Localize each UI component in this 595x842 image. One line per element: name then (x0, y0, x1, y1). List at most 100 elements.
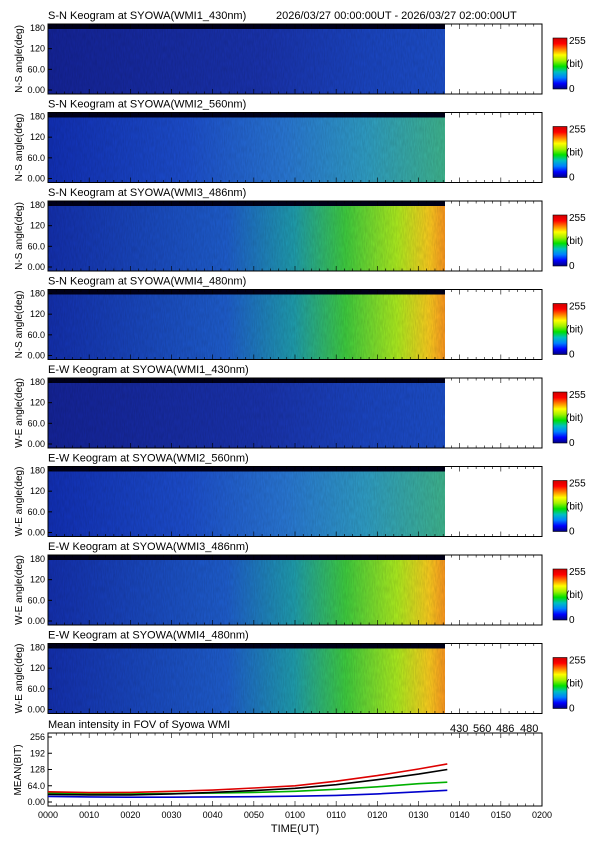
keogram-ytick-label: 0.00 (27, 174, 45, 184)
keogram-ytick-label: 60.0 (27, 241, 45, 251)
mean-chart-title: Mean intensity in FOV of Syowa WMI (48, 719, 230, 731)
keogram-top-edge (48, 24, 445, 29)
keogram-ytick-label: 120 (30, 575, 45, 585)
keogram-ytick-label: 0.00 (27, 439, 45, 449)
colorbar-max-label: 255 (569, 656, 586, 667)
mean-xtick-label: 0130 (408, 810, 428, 820)
keogram-ytick-label: 0.00 (27, 351, 45, 361)
keogram-panel: S-N Keogram at SYOWA(WMI4_480nm)180 120 60… (14, 276, 586, 361)
colorbar-max-label: 255 (569, 390, 586, 401)
keogram-top-edge (48, 289, 445, 295)
keogram-top-edge (48, 466, 445, 472)
keogram-ytick-label: 120 (30, 44, 45, 54)
keogram-ylabel: N-S angle(deg) (14, 291, 25, 359)
keogram-ylabel: N-S angle(deg) (14, 25, 25, 93)
mean-xtick-label: 0010 (79, 810, 99, 820)
keogram-title: E-W Keogram at SYOWA(WMI3_486nm) (48, 541, 249, 553)
colorbar-min-label: 0 (569, 704, 575, 715)
keogram-ytick-label: 180 (30, 643, 45, 653)
keogram-texture (48, 24, 445, 94)
legend-486: 486 (496, 723, 514, 735)
mean-xtick-label: 0150 (491, 810, 511, 820)
keogram-ytick-label: 60.0 (27, 153, 45, 163)
keogram-title: S-N Keogram at SYOWA(WMI2_560nm) (48, 99, 246, 111)
colorbar-max-label: 255 (569, 125, 586, 136)
mean-chart-axes: 256 192 128 64.0 0.00 0000 0010 0020 0030 0040 005… (27, 732, 552, 820)
colorbar (552, 303, 568, 355)
colorbar-unit-label: (bit) (566, 148, 583, 159)
keogram-ytick-label: 60.0 (27, 507, 45, 517)
mean-ytick-label: 256 (30, 732, 45, 742)
keogram-texture (48, 201, 445, 271)
keogram-ytick-label: 120 (30, 221, 45, 231)
colorbar-unit-label: (bit) (566, 325, 583, 336)
keogram-ylabel: W-E angle(deg) (14, 378, 25, 448)
keogram-top-edge (48, 378, 445, 383)
keogram-top-edge (48, 643, 445, 649)
keogram-ytick-label: 120 (30, 486, 45, 496)
colorbar (552, 657, 568, 709)
colorbar-max-label: 255 (569, 479, 586, 490)
colorbar (552, 214, 568, 267)
mean-xtick-label: 0110 (326, 810, 345, 820)
colorbar-min-label: 0 (569, 84, 575, 95)
colorbar (552, 37, 568, 90)
keogram-title: E-W Keogram at SYOWA(WMI1_430nm) (48, 364, 249, 376)
keogram-title: S-N Keogram at SYOWA(WMI4_480nm) (48, 276, 246, 288)
keogram-panel: E-W Keogram at SYOWA(WMI1_430nm)180 120 60… (14, 364, 586, 449)
mean-xtick-label: 0200 (532, 810, 552, 820)
keogram-ytick-label: 0.00 (27, 705, 45, 715)
keogram-ytick-label: 60.0 (27, 64, 45, 74)
colorbar-unit-label: (bit) (566, 502, 583, 513)
series-line-486 (47, 763, 448, 794)
colorbar-max-label: 255 (569, 36, 586, 47)
colorbar-unit-label: (bit) (566, 59, 583, 70)
colorbar-min-label: 0 (569, 350, 575, 361)
keogram-title: E-W Keogram at SYOWA(WMI4_480nm) (48, 630, 249, 642)
mean-ytick-label: 64.0 (27, 781, 45, 791)
legend-560: 560 (473, 723, 491, 735)
keogram-title: S-N Keogram at SYOWA(WMI3_486nm) (48, 187, 246, 199)
colorbar (552, 480, 568, 532)
keogram-ytick-label: 180 (30, 554, 45, 564)
keogram-ylabel: N-S angle(deg) (14, 114, 25, 182)
keogram-ytick-label: 180 (30, 377, 45, 387)
keogram-ytick-label: 120 (30, 309, 45, 319)
keogram-panels: S-N Keogram at SYOWA(WMI1_430nm)18012060… (14, 10, 586, 715)
keogram-panel: S-N Keogram at SYOWA(WMI2_560nm)180 120 60… (14, 99, 586, 184)
mean-xtick-label: 0040 (203, 810, 223, 820)
keogram-panel: E-W Keogram at SYOWA(WMI3_486nm)180 120 60… (14, 541, 586, 626)
keogram-ytick-label: 60.0 (27, 595, 45, 605)
keogram-top-edge (48, 555, 445, 560)
keogram-ytick-label: 60.0 (27, 684, 45, 694)
keogram-ylabel: N-S angle(deg) (14, 202, 25, 270)
keogram-ytick-label: 60.0 (27, 418, 45, 428)
series-line-560 (47, 781, 448, 795)
colorbar-max-label: 255 (569, 302, 586, 313)
mean-ytick-label: 128 (30, 765, 45, 775)
keogram-panel: E-W Keogram at SYOWA(WMI2_560nm)180 120 60… (14, 453, 586, 538)
keogram-panel: S-N Keogram at SYOWA(WMI3_486nm)180 120 60… (14, 187, 586, 272)
colorbar-max-label: 255 (569, 213, 586, 224)
keogram-texture (48, 555, 445, 625)
keogram-ytick-label: 120 (30, 398, 45, 408)
mean-xtick-label: 0100 (285, 810, 305, 820)
colorbar (552, 391, 568, 444)
legend-430: 430 (450, 723, 468, 735)
keogram-ytick-label: 180 (30, 466, 45, 476)
mean-chart-lines (47, 763, 448, 799)
keogram-texture (48, 289, 445, 360)
keogram-ytick-label: 180 (30, 23, 45, 33)
keogram-ytick-label: 120 (30, 663, 45, 673)
keogram-top-edge (48, 201, 445, 206)
mean-chart-legend: 430 560 486 480 (450, 723, 538, 735)
keogram-texture (48, 643, 445, 714)
mean-ytick-label: 192 (30, 748, 45, 758)
keogram-ytick-label: 0.00 (27, 85, 45, 95)
keogram-panel: S-N Keogram at SYOWA(WMI1_430nm)180 120 60… (14, 10, 586, 95)
keogram-ylabel: W-E angle(deg) (14, 467, 25, 537)
mean-xtick-label: 0020 (120, 810, 140, 820)
colorbar-min-label: 0 (569, 173, 575, 184)
keogram-ytick-label: 0.00 (27, 528, 45, 538)
colorbar-unit-label: (bit) (566, 236, 583, 247)
